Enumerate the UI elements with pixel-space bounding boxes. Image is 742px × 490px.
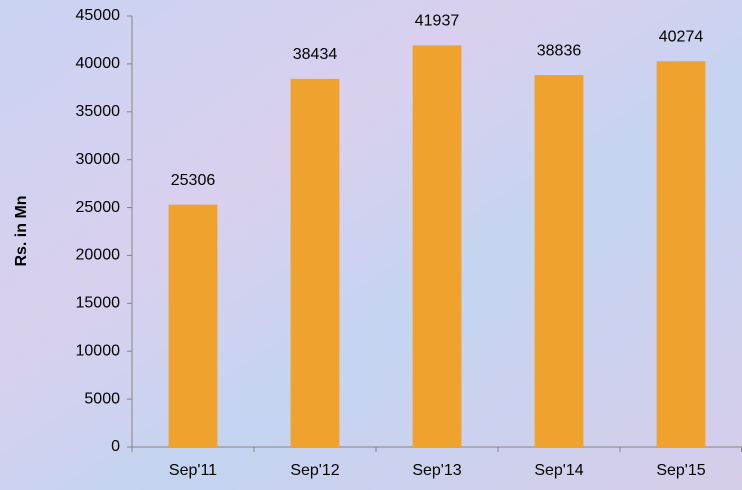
- bar: [168, 204, 218, 447]
- y-tick-label: 15000: [76, 295, 121, 312]
- x-tick-label: Sep'15: [656, 462, 705, 479]
- x-tick-label: Sep'11: [169, 462, 217, 479]
- y-tick-label: 30000: [76, 151, 121, 168]
- bar: [656, 61, 706, 447]
- data-label: 41937: [415, 13, 460, 30]
- y-axis-label: Rs. in Mn: [13, 195, 30, 266]
- y-tick-label: 20000: [76, 247, 121, 264]
- x-tick-label: Sep'14: [534, 462, 583, 479]
- y-tick-label: 0: [111, 438, 120, 455]
- x-tick-label: Sep'13: [412, 462, 461, 479]
- bar: [534, 75, 584, 448]
- data-label: 38836: [537, 42, 582, 59]
- y-tick-label: 45000: [76, 7, 121, 24]
- data-label: 38434: [293, 46, 338, 63]
- y-tick-label: 40000: [76, 55, 121, 72]
- data-label: 25306: [171, 172, 216, 189]
- y-tick-label: 35000: [76, 103, 121, 120]
- x-tick-label: Sep'12: [290, 462, 339, 479]
- data-label: 40274: [659, 28, 704, 45]
- y-tick-label: 25000: [76, 199, 121, 216]
- y-tick-label: 5000: [84, 390, 120, 407]
- bar: [412, 45, 462, 448]
- y-tick-label: 10000: [76, 342, 121, 359]
- bar: [290, 78, 340, 447]
